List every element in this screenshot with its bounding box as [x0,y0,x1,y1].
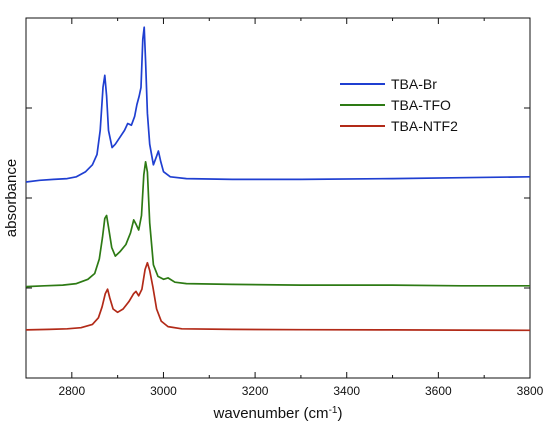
x-axis-ticks: 2800 3000 3200 3400 3600 3800 [58,18,544,398]
x-tick-label: 3800 [517,384,544,398]
x-tick-label: 2800 [58,384,85,398]
series-line-tba-br [25,26,531,183]
x-tick-label: 3200 [242,384,269,398]
x-axis-title-main: wavenumber (cm [213,405,329,422]
legend-label: TBA-TFO [391,97,451,113]
x-tick-label: 3000 [150,384,177,398]
plot-area-border [25,17,531,379]
legend-label: TBA-NTF2 [391,118,458,134]
plot-frame [25,17,531,379]
x-axis-title-suffix: ) [337,405,342,422]
legend: TBA-Br TBA-TFO TBA-NTF2 [340,76,458,134]
x-axis-title: wavenumber (cm-1) [213,405,343,423]
series-line-tba-tfo [25,160,530,288]
legend-label: TBA-Br [391,76,437,92]
x-tick-label: 3400 [333,384,360,398]
y-axis-ticks [26,17,530,289]
x-axis-title-superscript: -1 [329,405,338,416]
series-layer [25,26,531,332]
series-line-tba-ntf2 [25,261,531,332]
x-tick-label: 3600 [425,384,452,398]
y-axis-title: absorbance [3,159,20,237]
